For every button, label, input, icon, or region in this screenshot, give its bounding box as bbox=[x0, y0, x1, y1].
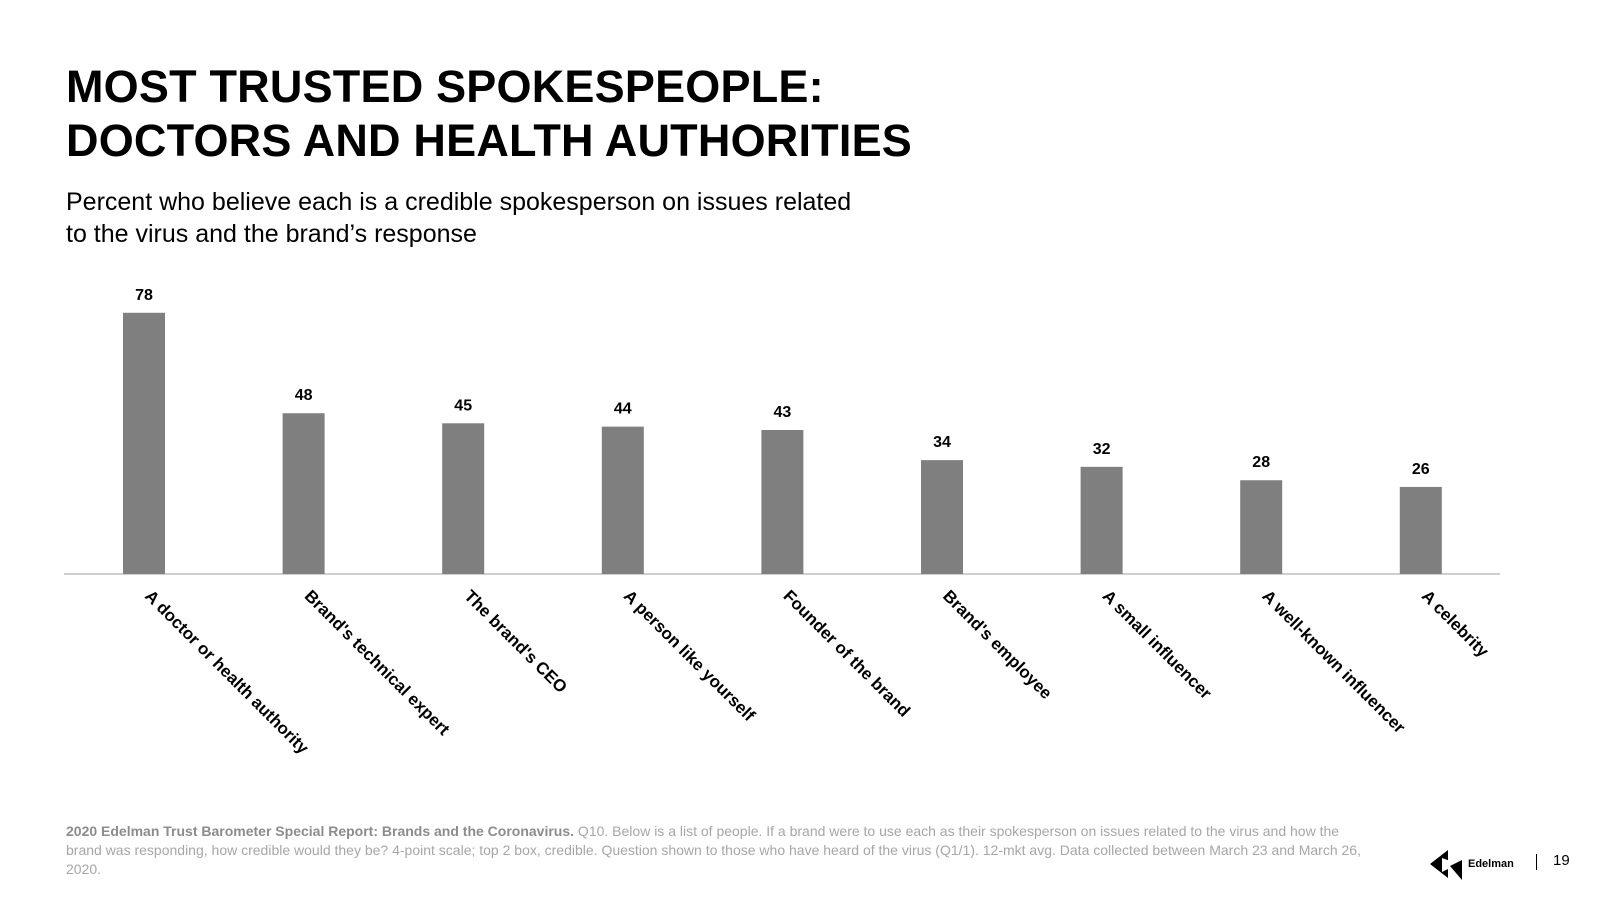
subtitle-line-2: to the virus and the brand’s response bbox=[66, 220, 477, 248]
bar-8 bbox=[1240, 480, 1283, 574]
category-label-3: The brand's CEO bbox=[460, 586, 570, 696]
data-label-6: 34 bbox=[933, 434, 951, 451]
category-label-5: Founder of the brand bbox=[780, 586, 914, 720]
source-text: Q10. Below is a list of people. If a bra… bbox=[66, 823, 1361, 877]
edelman-logo-icon bbox=[1430, 850, 1462, 880]
data-label-9: 26 bbox=[1412, 461, 1430, 478]
source-title: 2020 Edelman Trust Barometer Special Rep… bbox=[66, 823, 575, 839]
title-line-2: DOCTORS AND HEALTH AUTHORITIES bbox=[66, 115, 912, 166]
page-number: 19 bbox=[1553, 852, 1570, 869]
source-footnote: 2020 Edelman Trust Barometer Special Rep… bbox=[66, 822, 1376, 879]
subtitle-line-1: Percent who believe each is a credible s… bbox=[66, 188, 852, 216]
category-label-9: A celebrity bbox=[1418, 586, 1493, 661]
data-label-3: 45 bbox=[454, 397, 472, 414]
category-label-8: A well-known influencer bbox=[1258, 586, 1409, 737]
category-label-4: A person like yourself bbox=[620, 586, 759, 725]
bar-3 bbox=[442, 423, 485, 574]
logo-text: Edelman bbox=[1468, 858, 1514, 870]
title-line-1: MOST TRUSTED SPOKESPEOPLE: bbox=[66, 61, 824, 112]
data-label-8: 28 bbox=[1252, 454, 1270, 471]
chart-subtitle: Percent who believe each is a credible s… bbox=[66, 186, 966, 250]
category-label-7: A small influencer bbox=[1099, 586, 1216, 703]
category-label-6: Brand's employee bbox=[939, 586, 1056, 703]
page-separator bbox=[1536, 854, 1537, 870]
data-label-5: 43 bbox=[774, 404, 792, 421]
category-label-2: Brand's technical expert bbox=[301, 586, 454, 739]
bar-4 bbox=[601, 426, 644, 574]
category-label-1: A doctor or health authority bbox=[141, 586, 313, 758]
data-label-2: 48 bbox=[295, 387, 313, 404]
data-label-7: 32 bbox=[1093, 441, 1111, 458]
bar-7 bbox=[1080, 466, 1123, 574]
page-title: MOST TRUSTED SPOKESPEOPLE: DOCTORS AND H… bbox=[66, 60, 1166, 168]
bar-9 bbox=[1399, 486, 1442, 574]
data-label-4: 44 bbox=[614, 401, 632, 418]
bar-6 bbox=[921, 460, 963, 574]
bar-5 bbox=[761, 429, 804, 574]
bar-1 bbox=[123, 312, 165, 574]
bar-chart: 78 A doctor or health authority 48 Brand's … bbox=[64, 287, 1500, 758]
bar-2 bbox=[282, 413, 325, 574]
data-label-1: 78 bbox=[135, 287, 153, 304]
